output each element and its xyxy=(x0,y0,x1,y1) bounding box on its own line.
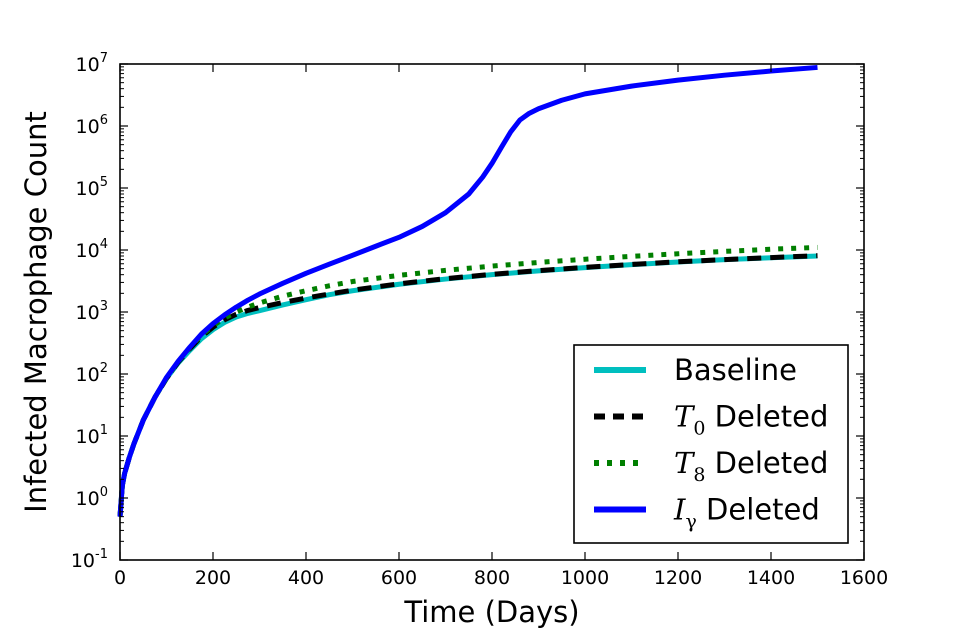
legend-label-2: T8 Deleted xyxy=(674,446,828,486)
tick-layer: 0 200 400 600 800 1000 1200 1400 1600 10-1 100 101 1… xyxy=(71,51,888,589)
series-layer xyxy=(117,64,818,517)
y-tick-label: 104 xyxy=(76,237,108,262)
y-tick-label: 10-1 xyxy=(71,547,108,572)
y-axis-label: Infected Macrophage Count xyxy=(19,111,53,513)
y-tick-label: 101 xyxy=(76,423,108,448)
y-tick-label: 103 xyxy=(76,299,108,324)
y-tick-label: 106 xyxy=(76,113,108,138)
x-tick-label: 800 xyxy=(474,567,510,589)
x-tick-label: 1600 xyxy=(840,567,888,589)
x-tick-label: 1200 xyxy=(654,567,702,589)
x-axis-label: Time (Days) xyxy=(403,595,579,629)
y-tick-label: 105 xyxy=(76,175,108,200)
x-tick-label: 1400 xyxy=(747,567,795,589)
x-tick-label: 600 xyxy=(381,567,417,589)
legend: Baseline T0 Deleted T8 Deleted Iγ Deleted xyxy=(573,344,849,544)
legend-label-1: T0 Deleted xyxy=(674,400,828,440)
x-tick-label: 200 xyxy=(195,567,231,589)
legend-label-0: Baseline xyxy=(674,353,797,387)
y-tick-label: 100 xyxy=(76,485,108,510)
y-tick-label: 102 xyxy=(76,361,108,386)
legend-label-3: Iγ Deleted xyxy=(673,493,820,533)
x-tick-label: 1000 xyxy=(561,567,609,589)
y-tick-label: 107 xyxy=(76,51,108,76)
x-tick-label: 0 xyxy=(114,567,126,589)
x-tick-label: 400 xyxy=(288,567,324,589)
series-line-3 xyxy=(117,64,818,517)
